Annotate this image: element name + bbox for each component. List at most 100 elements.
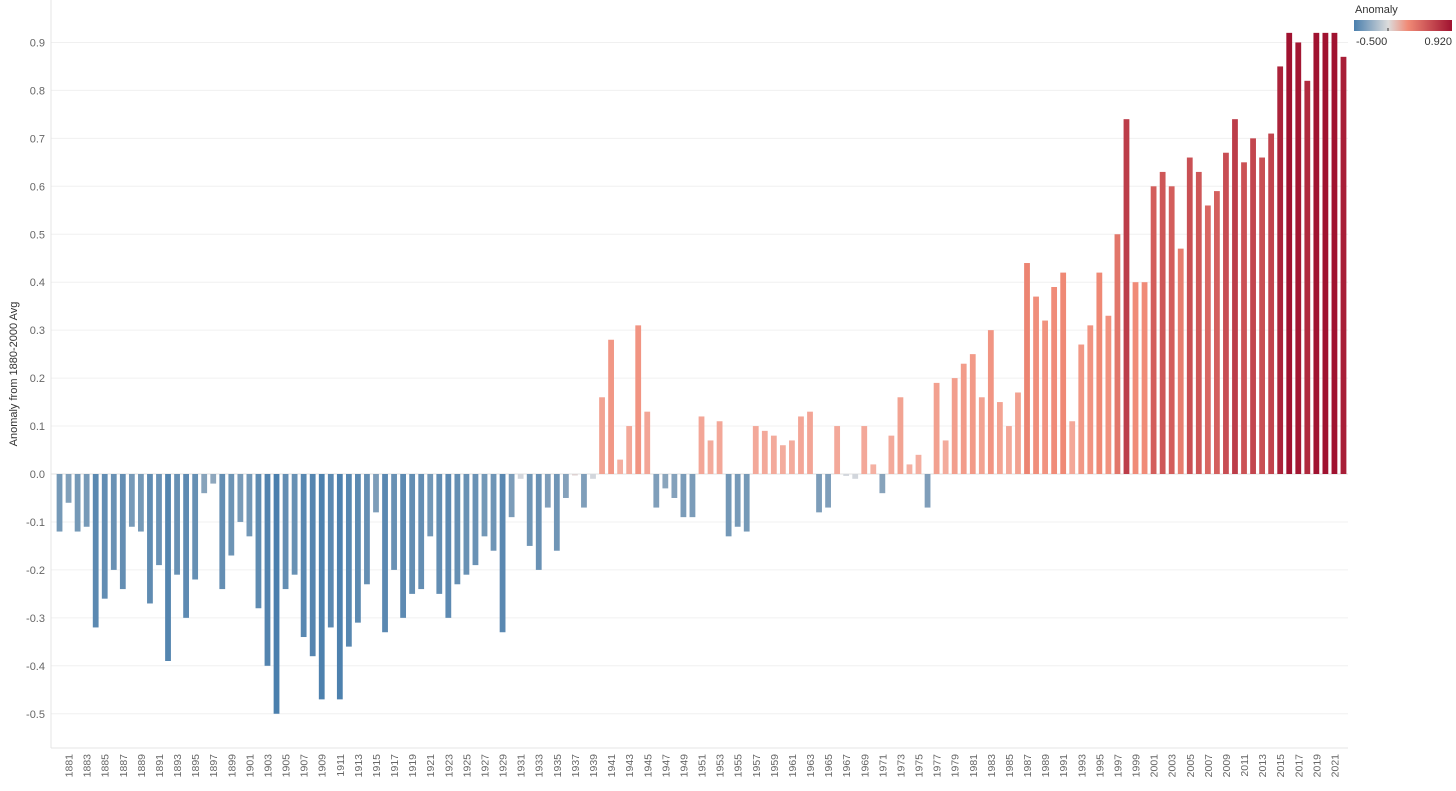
x-tick-label: 1963 — [805, 754, 817, 778]
bar-1940 — [599, 397, 605, 474]
bar-2019 — [1313, 32, 1320, 475]
x-tick-label: 1981 — [968, 754, 980, 778]
bar-2014 — [1268, 133, 1275, 474]
bar-1933 — [535, 474, 542, 570]
x-tick-label: 1977 — [932, 754, 944, 778]
bar-1919 — [409, 474, 416, 594]
bar-2020 — [1322, 32, 1329, 475]
bar-1890 — [147, 474, 153, 604]
bar-1955 — [734, 474, 741, 527]
bar-1966 — [834, 426, 841, 474]
x-tick-label: 2017 — [1293, 754, 1305, 778]
bar-1891 — [156, 474, 162, 566]
y-tick-label: 0.9 — [30, 37, 45, 49]
x-tick-label: 1991 — [1058, 754, 1070, 778]
bar-1999 — [1132, 282, 1139, 474]
x-tick-label: 1979 — [950, 754, 962, 778]
bar-2016 — [1286, 32, 1293, 475]
bar-1985 — [1006, 426, 1012, 474]
x-tick-label: 1955 — [733, 754, 745, 778]
bar-1962 — [798, 416, 804, 474]
y-tick-label: 0.6 — [30, 181, 45, 193]
bar-1981 — [969, 354, 976, 475]
x-tick-label: 1921 — [425, 754, 437, 778]
bar-1883 — [83, 474, 90, 527]
bar-1937 — [572, 474, 578, 476]
bar-1918 — [400, 474, 407, 618]
bar-1971 — [879, 474, 886, 494]
bar-1917 — [391, 474, 397, 570]
bar-1967 — [843, 474, 850, 476]
bar-1896 — [201, 474, 208, 494]
bar-1894 — [183, 474, 189, 618]
x-tick-label: 1915 — [371, 754, 383, 778]
y-tick-label: 0.5 — [30, 229, 45, 241]
bar-1956 — [743, 474, 750, 532]
bar-1951 — [698, 416, 705, 474]
x-tick-label: 1909 — [317, 754, 329, 778]
color-legend: Anomaly -0.500 0.920 — [1354, 4, 1454, 50]
x-axis-ticks: 1881 1883 1885 1887 1889 1891 1893 1895 1897 1899… — [64, 754, 1342, 778]
bar-1986 — [1015, 392, 1021, 474]
bar-1942 — [617, 459, 624, 474]
bar-2011 — [1241, 162, 1247, 474]
bar-1959 — [770, 435, 777, 474]
x-tick-label: 1951 — [697, 754, 709, 778]
x-tick-label: 1969 — [859, 754, 871, 778]
y-tick-label: 0.3 — [30, 325, 45, 337]
x-tick-label: 1931 — [516, 754, 528, 778]
bar-1926 — [472, 474, 479, 566]
bar-1920 — [418, 474, 425, 590]
bar-2007 — [1204, 205, 1211, 475]
bar-1991 — [1060, 272, 1067, 474]
bar-1929 — [499, 474, 506, 633]
bar-1889 — [138, 474, 144, 532]
x-tick-label: 1897 — [208, 754, 220, 778]
x-tick-label: 1995 — [1094, 754, 1106, 778]
bar-1881 — [65, 474, 72, 503]
bar-1902 — [255, 474, 262, 609]
bar-1973 — [897, 397, 904, 474]
y-tick-label: 0.7 — [30, 133, 45, 145]
bar-1982 — [978, 397, 985, 474]
bar-2018 — [1304, 80, 1311, 474]
legend-title: Anomaly — [1355, 4, 1398, 16]
x-tick-label: 1889 — [136, 754, 148, 778]
x-tick-label: 1941 — [606, 754, 618, 778]
bar-1960 — [779, 445, 786, 474]
bar-1880 — [56, 474, 63, 532]
bar-1948 — [671, 474, 678, 498]
bar-1936 — [562, 474, 569, 498]
bar-1910 — [327, 474, 334, 628]
bar-2000 — [1141, 282, 1148, 474]
y-tick-label: -0.5 — [26, 709, 45, 721]
bar-1953 — [716, 421, 723, 474]
x-tick-label: 2001 — [1149, 754, 1161, 778]
x-tick-label: 1971 — [877, 754, 889, 778]
bar-1984 — [996, 402, 1003, 474]
y-tick-label: 0.0 — [30, 469, 45, 481]
bar-1905 — [282, 474, 289, 590]
bar-1977 — [933, 382, 940, 474]
x-tick-label: 2003 — [1167, 754, 1179, 778]
bar-1887 — [119, 474, 126, 590]
x-tick-label: 1885 — [100, 754, 112, 778]
bar-1931 — [517, 474, 524, 479]
x-tick-label: 1895 — [190, 754, 202, 778]
x-tick-label: 1883 — [82, 754, 94, 778]
bar-1913 — [355, 474, 361, 623]
bar-1914 — [364, 474, 370, 585]
y-tick-label: 0.1 — [30, 421, 45, 433]
x-tick-label: 1927 — [479, 754, 491, 778]
bar-1975 — [915, 454, 922, 474]
x-tick-label: 1985 — [1004, 754, 1016, 778]
x-tick-label: 1993 — [1076, 754, 1088, 778]
bar-1988 — [1033, 296, 1039, 474]
x-tick-label: 1983 — [986, 754, 998, 778]
x-tick-label: 2011 — [1239, 754, 1251, 777]
y-axis-title: Anomaly from 1880-2000 Avg — [8, 302, 20, 447]
bars — [56, 32, 1347, 714]
bar-1957 — [752, 426, 759, 474]
y-tick-label: -0.3 — [26, 613, 45, 625]
bar-1978 — [942, 440, 949, 474]
